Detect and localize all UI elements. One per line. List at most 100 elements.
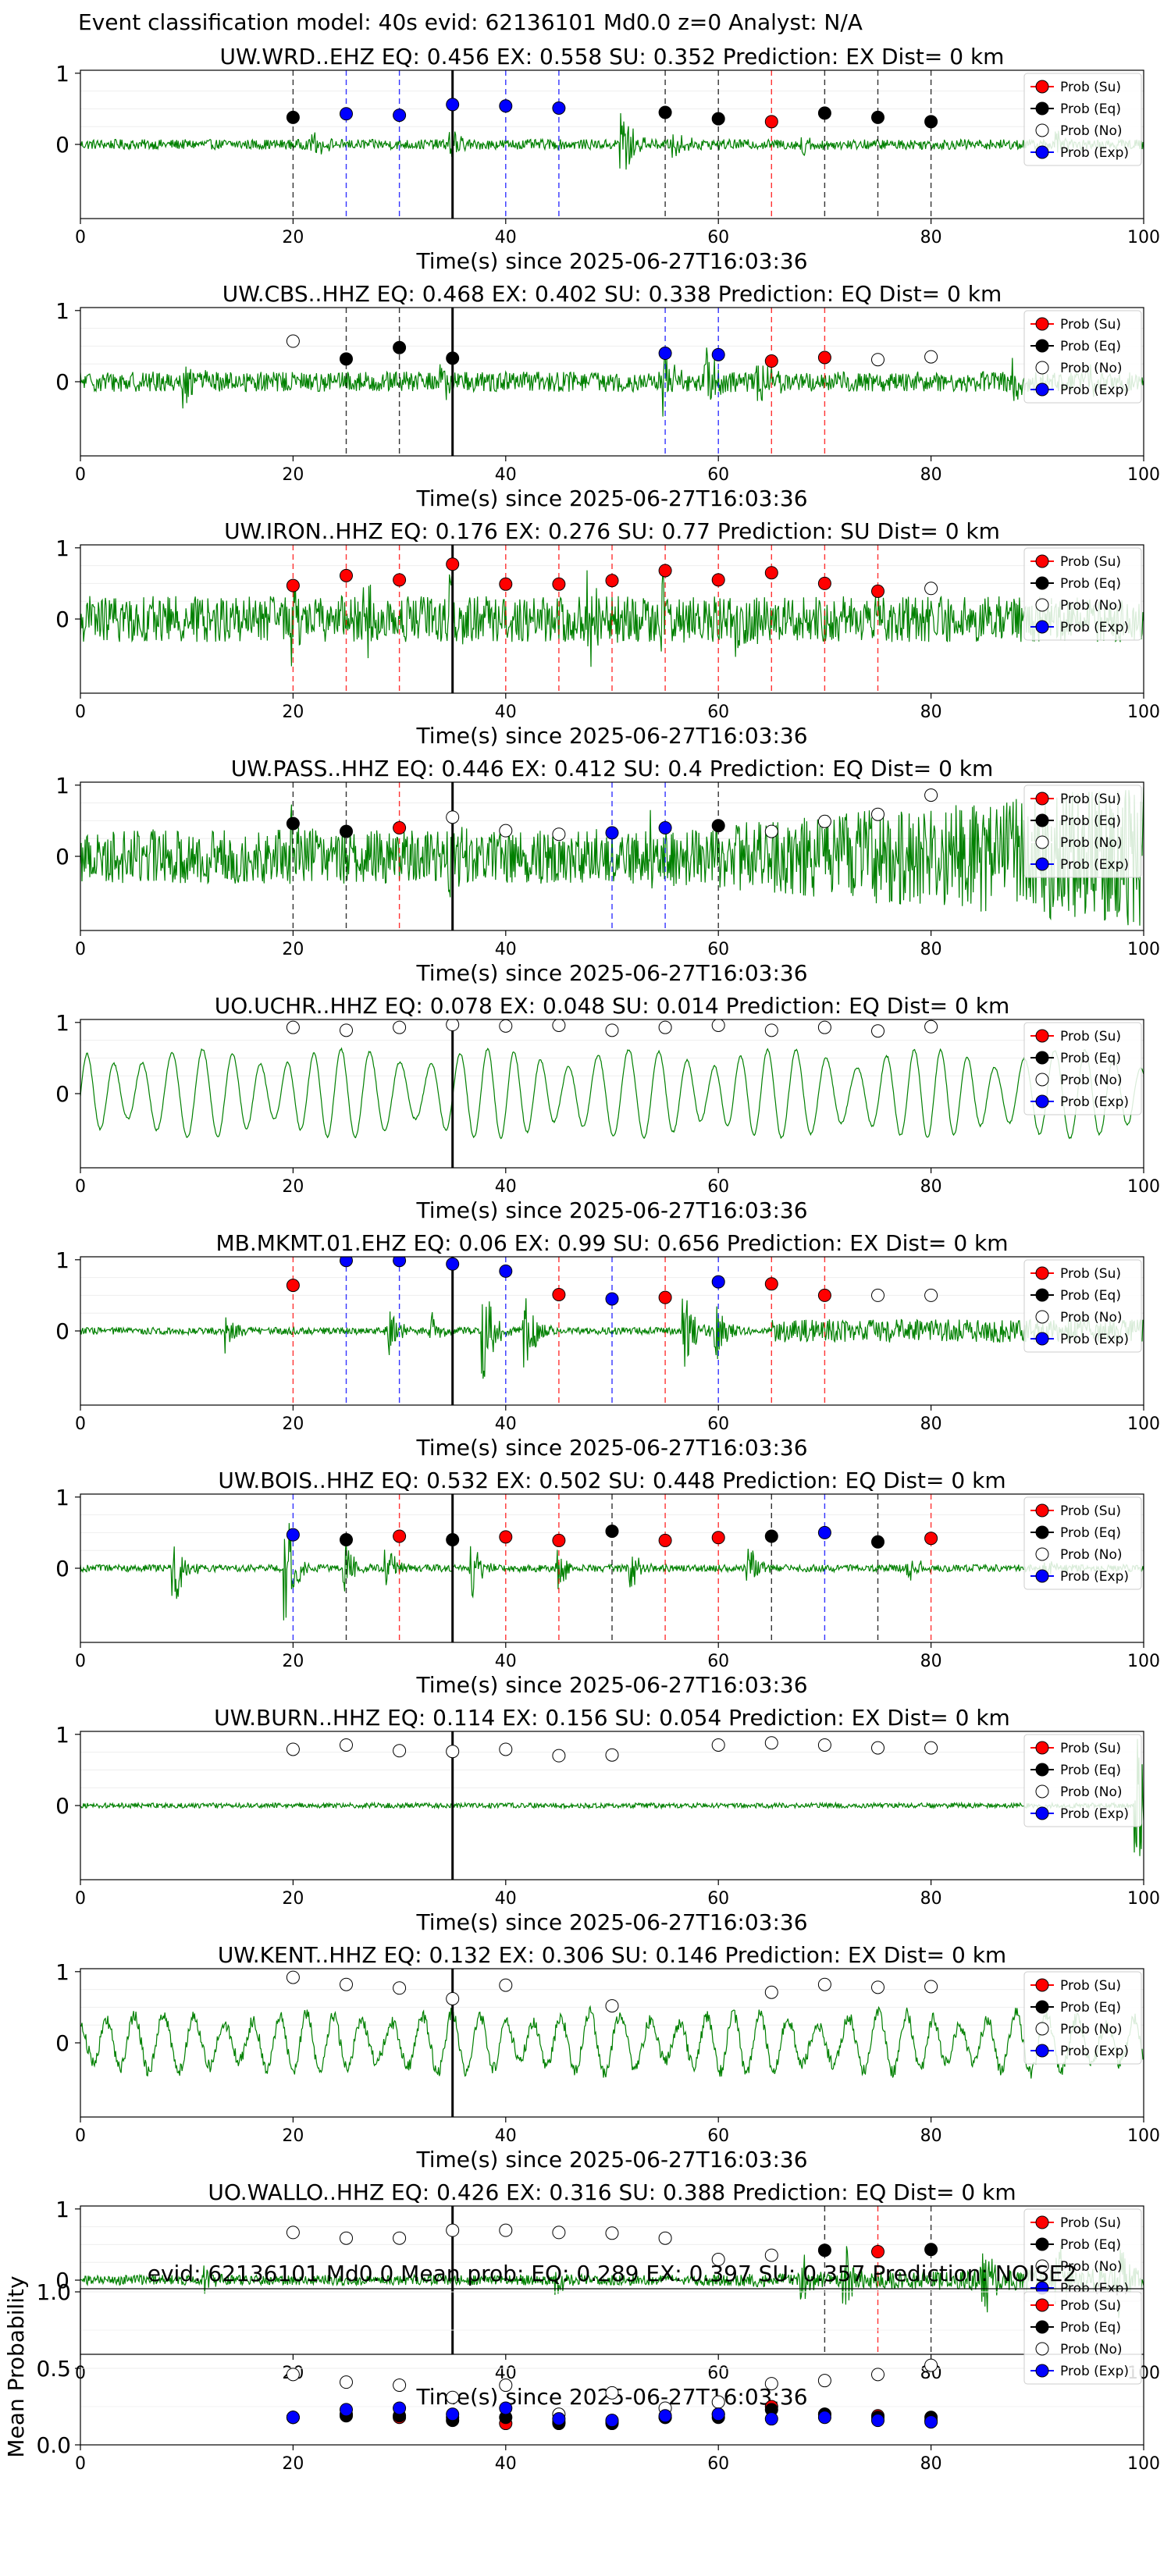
x-tick-label: 0 xyxy=(75,2454,86,2474)
y-tick-label: 1 xyxy=(55,1247,69,1273)
legend-frame xyxy=(1023,310,1142,404)
prob-point-no xyxy=(605,2226,619,2240)
prob-point-exp xyxy=(446,1257,460,1271)
legend-label-eq: Prob (Eq) xyxy=(1060,1288,1121,1304)
prob-point-no xyxy=(711,1019,725,1032)
legend-label-su: Prob (Su) xyxy=(1060,2215,1121,2231)
legend-marker-exp xyxy=(1035,857,1049,871)
prob-point-no xyxy=(286,334,300,348)
station-panel: UO.WALLO..HHZ EQ: 0.426 EX: 0.316 SU: 0.… xyxy=(55,2179,1160,2410)
legend-label-eq: Prob (Eq) xyxy=(1060,101,1121,117)
prob-point-exp xyxy=(340,107,353,121)
prob-point-eq xyxy=(711,112,725,126)
prob-point-eq xyxy=(393,340,407,354)
prob-point-exp xyxy=(552,101,566,115)
legend-marker-su xyxy=(1035,2298,1049,2312)
legend-label-exp: Prob (Exp) xyxy=(1060,620,1129,635)
x-tick-label: 60 xyxy=(707,1889,729,1909)
prob-point-eq xyxy=(711,819,725,833)
prob-point-no xyxy=(924,582,938,596)
x-tick-label: 20 xyxy=(282,1177,304,1197)
legend-frame xyxy=(1023,2291,1142,2385)
y-tick-label: 1 xyxy=(55,1959,69,1985)
legend-frame xyxy=(1023,785,1142,878)
prob-point-su xyxy=(817,1288,831,1302)
prob-point-no xyxy=(340,1023,353,1037)
plot-area xyxy=(80,2206,1144,2354)
prob-point-eq xyxy=(446,1533,460,1547)
x-tick-label: 60 xyxy=(707,1652,729,1671)
prob-point-no xyxy=(393,1020,407,1034)
prob-point-eq xyxy=(924,115,938,129)
station-panel: UW.CBS..HHZ EQ: 0.468 EX: 0.402 SU: 0.33… xyxy=(55,281,1160,511)
prob-point-su xyxy=(552,1287,566,1301)
plot-area xyxy=(80,782,1144,930)
x-tick-label: 40 xyxy=(495,1652,517,1671)
prob-point-su xyxy=(871,584,884,598)
legend-frame xyxy=(1023,1971,1142,2065)
x-tick-label: 40 xyxy=(495,940,517,959)
prob-point-eq xyxy=(340,1533,353,1547)
x-tick-label: 60 xyxy=(707,2364,729,2383)
prob-point-exp xyxy=(605,826,619,840)
panel-title: UW.CBS..HHZ EQ: 0.468 EX: 0.402 SU: 0.33… xyxy=(222,281,1002,307)
panel-title: UW.BURN..HHZ EQ: 0.114 EX: 0.156 SU: 0.0… xyxy=(214,1705,1010,1731)
legend-label-eq: Prob (Eq) xyxy=(1060,339,1121,354)
y-tick-label: 0 xyxy=(55,844,69,870)
prob-point-no xyxy=(446,1991,460,2005)
x-tick-label: 40 xyxy=(495,465,517,485)
prob-point-no xyxy=(764,824,778,838)
legend-marker-eq xyxy=(1035,1763,1049,1777)
legend-label-su: Prob (Su) xyxy=(1060,2298,1121,2314)
legend: Prob (Su) Prob (Eq) Prob (No) Prob (Exp) xyxy=(1023,1971,1142,2065)
x-tick-label: 0 xyxy=(75,940,86,959)
y-tick-label: 0 xyxy=(55,369,69,395)
y-tick-label: 1 xyxy=(55,298,69,324)
y-tick-label: 1.0 xyxy=(36,2279,71,2305)
prob-point-no xyxy=(817,1977,831,1991)
mean-point-no xyxy=(446,2390,460,2404)
prob-point-no xyxy=(340,1977,353,1991)
y-tick-label: 1 xyxy=(55,1010,69,1036)
prob-point-no xyxy=(446,2223,460,2237)
legend-marker-no xyxy=(1035,2022,1049,2036)
prob-point-eq xyxy=(817,2243,831,2258)
station-panel: UO.UCHR..HHZ EQ: 0.078 EX: 0.048 SU: 0.0… xyxy=(55,993,1160,1223)
legend-label-eq: Prob (Eq) xyxy=(1060,1525,1121,1541)
legend-frame xyxy=(1023,1734,1142,1827)
prob-point-no xyxy=(924,788,938,802)
prob-point-no xyxy=(924,1288,938,1302)
prob-point-no xyxy=(924,1980,938,1994)
x-tick-label: 60 xyxy=(707,465,729,485)
prob-point-eq xyxy=(605,1525,619,1539)
station-panel: UW.BURN..HHZ EQ: 0.114 EX: 0.156 SU: 0.0… xyxy=(55,1705,1160,1935)
legend: Prob (Su) Prob (Eq) Prob (No) Prob (Exp) xyxy=(1023,1496,1142,1590)
x-tick-label: 80 xyxy=(920,1889,942,1909)
prob-point-no xyxy=(764,1023,778,1037)
x-tick-label: 100 xyxy=(1127,228,1160,247)
prob-point-no xyxy=(871,807,884,821)
legend: Prob (Su) Prob (Eq) Prob (No) Prob (Exp) xyxy=(1023,1022,1142,1115)
legend-frame xyxy=(1023,547,1142,641)
mean-point-no xyxy=(711,2395,725,2409)
panel-title: UW.WRD..EHZ EQ: 0.456 EX: 0.558 SU: 0.35… xyxy=(220,44,1005,69)
prob-point-su xyxy=(924,1532,938,1546)
x-tick-label: 20 xyxy=(282,2126,304,2146)
x-tick-label: 80 xyxy=(920,465,942,485)
x-tick-label: 20 xyxy=(282,1652,304,1671)
prob-point-exp xyxy=(393,109,407,123)
mean-point-no xyxy=(340,2375,353,2389)
y-tick-label: 0.0 xyxy=(36,2432,71,2458)
y-tick-label: 1 xyxy=(55,1722,69,1748)
prob-point-no xyxy=(817,814,831,828)
x-tick-label: 0 xyxy=(75,1652,86,1671)
y-tick-label: 1 xyxy=(55,773,69,799)
legend-label-exp: Prob (Exp) xyxy=(1060,1806,1129,1822)
legend-marker-no xyxy=(1035,2259,1049,2273)
legend-label-su: Prob (Su) xyxy=(1060,80,1121,95)
prob-point-su xyxy=(499,1530,513,1544)
prob-point-no xyxy=(446,1745,460,1759)
mean-point-exp xyxy=(658,2409,672,2423)
x-axis-label: Time(s) since 2025-06-27T16:03:36 xyxy=(415,2147,807,2172)
x-tick-label: 80 xyxy=(920,1652,942,1671)
